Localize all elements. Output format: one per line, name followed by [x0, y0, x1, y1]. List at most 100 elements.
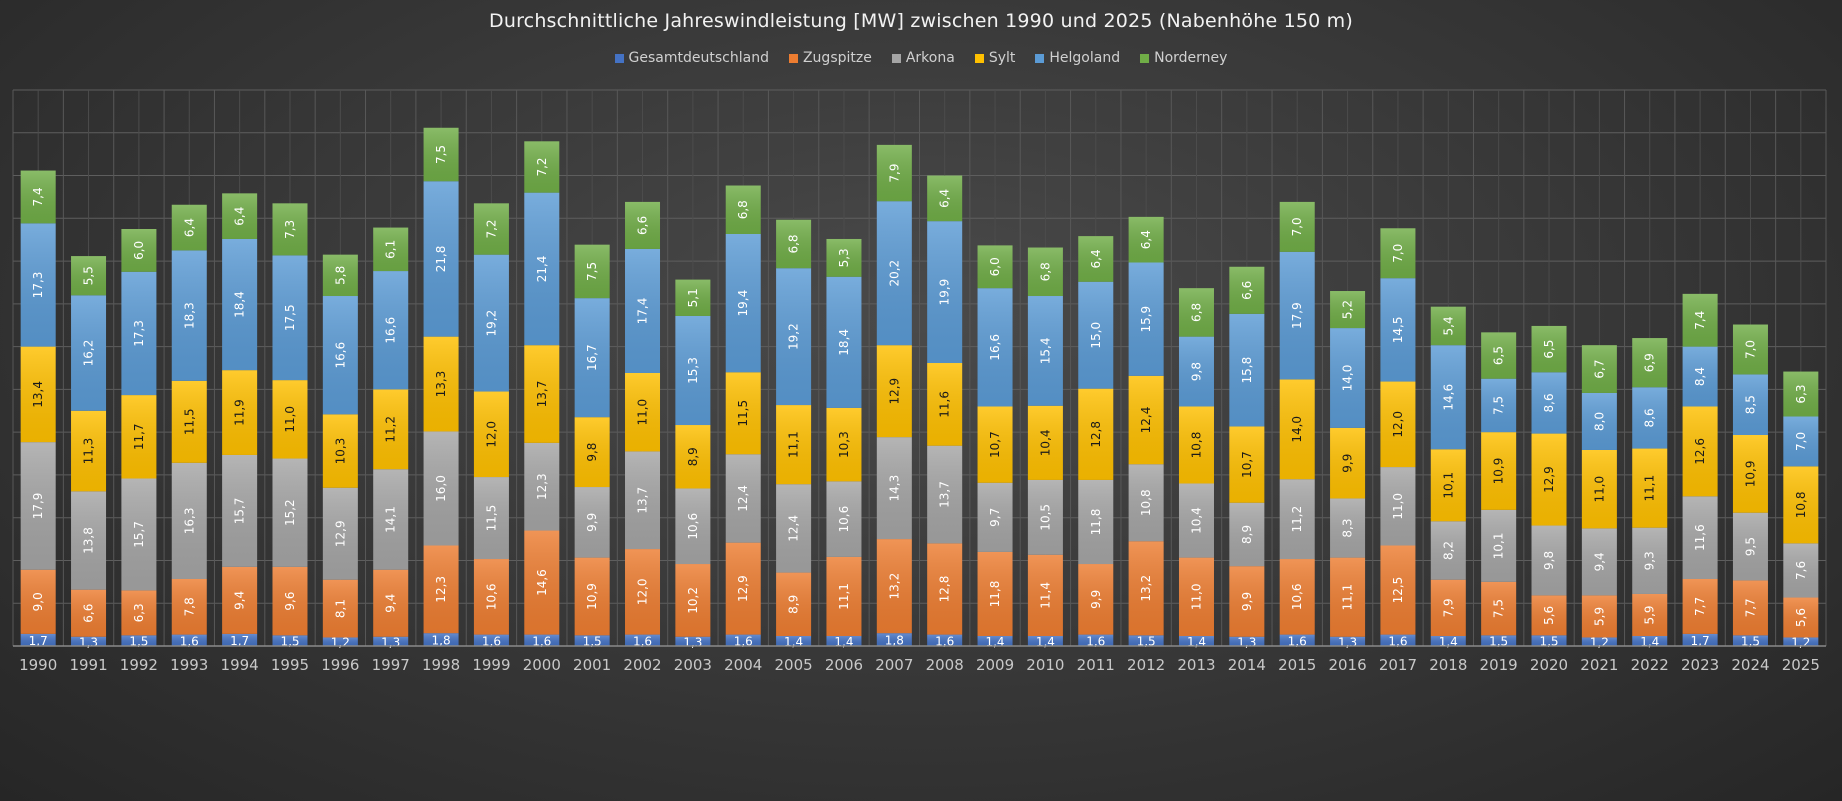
- data-label: 6,0: [988, 257, 1002, 276]
- data-label: 13,2: [887, 573, 901, 600]
- bar-shade: [625, 451, 661, 550]
- data-label: 10,2: [686, 587, 700, 614]
- x-tick-label: 2000: [523, 656, 561, 674]
- bar-shade: [927, 221, 963, 364]
- data-label: 10,8: [1139, 489, 1153, 516]
- data-label: 8,2: [1441, 541, 1455, 560]
- bar-shade: [826, 636, 862, 646]
- bar-shade: [1128, 262, 1164, 376]
- bar-shade: [171, 250, 207, 381]
- bar-stack-2009: 1,4 11,8 9,7 10,7 16,6 6,0: [977, 245, 1013, 649]
- data-label: 7,9: [887, 163, 901, 182]
- bar-shade: [1229, 502, 1265, 567]
- bar-shade: [1531, 595, 1567, 636]
- bar-shade: [977, 636, 1013, 646]
- legend-swatch: [614, 53, 624, 63]
- bar-shade: [20, 170, 56, 224]
- bar-shade: [524, 141, 560, 193]
- data-label: 15,4: [1038, 338, 1052, 365]
- bar-shade: [1128, 216, 1164, 263]
- legend-item-sylt[interactable]: Sylt: [974, 50, 1015, 66]
- legend-item-helgoland[interactable]: Helgoland: [1035, 50, 1120, 66]
- data-label: 10,8: [1794, 492, 1808, 519]
- data-label: 6,6: [82, 604, 96, 623]
- bar-shade: [1380, 278, 1416, 382]
- bar-shade: [1632, 448, 1668, 528]
- bar-shade: [373, 636, 409, 646]
- bar-shade: [20, 569, 56, 634]
- bar-shade: [373, 469, 409, 570]
- x-tick-label: 1992: [120, 656, 158, 674]
- bar-shade: [927, 543, 963, 635]
- data-label: 5,6: [1542, 606, 1556, 625]
- data-label: 11,0: [1189, 583, 1203, 610]
- data-label: 16,7: [585, 344, 599, 371]
- data-label: 11,5: [484, 505, 498, 532]
- data-label: 11,5: [182, 408, 196, 435]
- legend-label: Gesamtdeutschland: [628, 50, 769, 66]
- data-label: 1,5: [583, 635, 602, 649]
- bar-shade: [725, 185, 761, 234]
- bar-shade: [1330, 427, 1366, 499]
- legend-item-gesamtdeutschland[interactable]: Gesamtdeutschland: [614, 50, 769, 66]
- data-label: 12,8: [938, 576, 952, 603]
- bar-shade: [826, 238, 862, 277]
- bar-shade: [373, 227, 409, 272]
- data-label: 12,9: [887, 378, 901, 405]
- bar-shade: [1481, 635, 1517, 646]
- x-tick-label: 2017: [1379, 656, 1417, 674]
- bar-shade: [574, 487, 610, 558]
- x-axis: 1990 1991 1992 1993 1994 1995 1996 1997 1998 1999…: [13, 645, 1826, 674]
- bar-shade: [625, 549, 661, 635]
- data-label: 7,7: [1693, 597, 1707, 616]
- data-label: 12,8: [1089, 421, 1103, 448]
- data-label: 10,9: [585, 583, 599, 610]
- bar-shade: [625, 201, 661, 249]
- data-label: 11,1: [1643, 475, 1657, 502]
- data-label: 14,6: [1441, 384, 1455, 411]
- data-label: 12,0: [484, 421, 498, 448]
- bar-shade: [1783, 637, 1819, 646]
- bar-shade: [1027, 405, 1063, 480]
- bar-shade: [1783, 543, 1819, 598]
- legend-item-zugspitze[interactable]: Zugspitze: [788, 50, 872, 66]
- bar-shade: [1481, 432, 1517, 510]
- data-label: 18,4: [233, 291, 247, 318]
- x-tick-label: 2020: [1530, 656, 1568, 674]
- bar-shade: [20, 442, 56, 570]
- bar-shade: [1783, 416, 1819, 467]
- bar-shade: [977, 406, 1013, 483]
- data-label: 1,3: [1338, 635, 1357, 649]
- data-label: 11,6: [1693, 524, 1707, 551]
- bar-shade: [423, 127, 459, 182]
- bar-shade: [272, 203, 308, 256]
- bar-shade: [71, 256, 107, 296]
- data-label: 7,7: [1743, 598, 1757, 617]
- data-label: 15,0: [1089, 322, 1103, 349]
- legend-item-arkona[interactable]: Arkona: [891, 50, 955, 66]
- bar-shade: [1380, 467, 1416, 546]
- data-label: 11,8: [1089, 509, 1103, 536]
- data-label: 7,3: [283, 220, 297, 239]
- data-label: 1,3: [381, 635, 400, 649]
- bar-shade: [1430, 306, 1466, 346]
- data-label: 6,4: [938, 189, 952, 208]
- data-label: 6,0: [132, 241, 146, 260]
- legend-item-norderney[interactable]: Norderney: [1140, 50, 1227, 66]
- bar-shade: [776, 484, 812, 573]
- bar-shade: [1279, 379, 1315, 480]
- bar-stack-2003: 1,3 10,2 10,6 8,9 15,3 5,1: [675, 279, 711, 649]
- data-label: 1,7: [230, 634, 249, 648]
- x-tick-label: 2012: [1127, 656, 1165, 674]
- bar-shade: [524, 530, 560, 635]
- data-label: 1,4: [1187, 635, 1206, 649]
- data-label: 8,9: [1240, 525, 1254, 544]
- legend-label: Norderney: [1154, 50, 1228, 66]
- bar-shade: [1178, 483, 1214, 558]
- bar-shade: [1783, 371, 1819, 417]
- data-label: 13,2: [1139, 575, 1153, 602]
- data-label: 10,9: [1492, 458, 1506, 485]
- bar-shade: [322, 254, 358, 297]
- bar-shade: [675, 279, 711, 316]
- bar-shade: [1783, 466, 1819, 544]
